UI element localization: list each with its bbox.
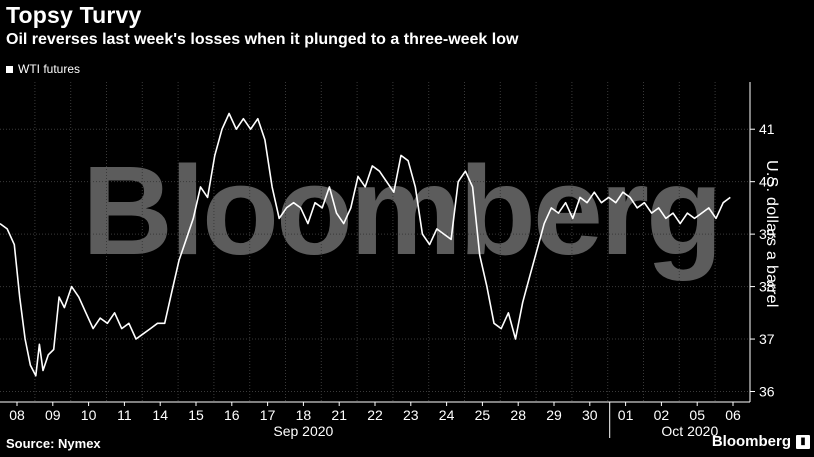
x-tick-label: 18: [296, 407, 312, 423]
y-tick-label: 39: [759, 226, 775, 242]
series-line-wti-futures: [0, 112, 731, 377]
x-tick-label: 15: [188, 407, 204, 423]
y-tick-label: 40: [759, 174, 775, 190]
x-tick-label: 17: [260, 407, 276, 423]
bloomberg-watermark: Bloomberg: [82, 140, 723, 281]
x-tick-label: 09: [45, 407, 61, 423]
y-tick-label: 36: [759, 384, 775, 400]
terminal-icon: ▮: [796, 434, 810, 449]
y-tick-label: 41: [759, 121, 775, 137]
y-tick-label: 38: [759, 279, 775, 295]
x-tick-label: 11: [117, 407, 132, 423]
x-tick-label: 29: [546, 407, 562, 423]
x-tick-label: 05: [689, 407, 705, 423]
legend: WTI futures: [6, 62, 80, 76]
x-tick-label: 06: [725, 407, 741, 423]
chart-subtitle: Oil reverses last week's losses when it …: [6, 31, 519, 48]
x-tick-label: 30: [582, 407, 598, 423]
legend-label: WTI futures: [18, 62, 81, 76]
legend-swatch-icon: [6, 65, 13, 73]
x-tick-label: 23: [403, 407, 419, 423]
x-tick-label: 16: [224, 407, 240, 423]
x-tick-label: 21: [331, 407, 347, 423]
x-tick-label: 02: [654, 407, 670, 423]
bloomberg-logo: Bloomberg ▮: [712, 433, 810, 450]
month-label: Sep 2020: [273, 423, 333, 439]
x-tick-label: 10: [81, 407, 97, 423]
y-axis-label: U.S. dollars a barrel: [763, 160, 780, 308]
chart-title: Topsy Turvy: [6, 2, 142, 28]
source-note: Source: Nymex: [6, 436, 101, 451]
x-tick-label: 25: [475, 407, 491, 423]
x-tick-label: 24: [439, 407, 455, 423]
month-label: Oct 2020: [661, 423, 718, 439]
y-tick-label: 37: [759, 331, 775, 347]
x-tick-label: 08: [9, 407, 25, 423]
brand-name: Bloomberg: [711, 433, 791, 450]
x-tick-label: 14: [152, 407, 168, 423]
x-tick-label: 22: [367, 407, 383, 423]
x-tick-label: 28: [510, 407, 526, 423]
x-tick-label: 01: [618, 407, 634, 423]
